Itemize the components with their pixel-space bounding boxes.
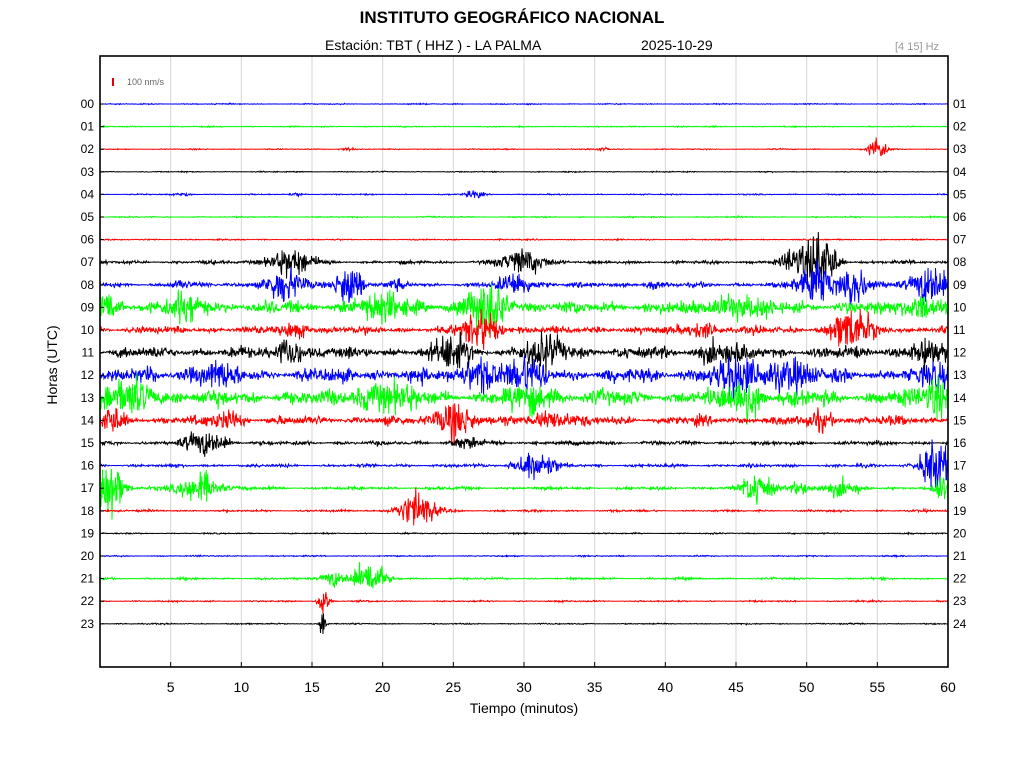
y-tick-label-left: 01 [81,120,95,134]
y-tick-label-right: 20 [953,526,967,540]
y-tick-label-left: 14 [81,413,95,427]
x-tick-label: 15 [304,679,320,695]
y-tick-label-right: 21 [953,549,967,563]
y-tick-label-right: 11 [953,323,966,337]
x-tick-label: 45 [728,679,744,695]
y-tick-label-right: 19 [953,504,967,518]
trace-hour-08 [100,259,948,306]
y-tick-label-left: 18 [81,504,95,518]
x-tick-label: 20 [375,679,391,695]
y-tick-label-left: 03 [81,165,95,179]
scale-bar-label: 100 nm/s [127,77,165,87]
y-tick-label-right: 03 [953,142,967,156]
y-tick-label-right: 23 [953,594,967,608]
x-tick-label: 30 [516,679,532,695]
y-tick-label-left: 00 [81,97,95,111]
trace-hour-13 [100,373,948,425]
y-tick-label-left: 11 [82,346,95,360]
y-tick-label-left: 07 [81,255,95,269]
y-tick-label-left: 21 [81,572,95,586]
trace-hour-02 [100,137,948,157]
trace-hour-12 [100,355,948,401]
y-tick-label-right: 17 [953,459,967,473]
y-tick-label-right: 15 [953,413,967,427]
amplitude-scale: 100 nm/s [112,77,165,87]
x-tick-label: 40 [658,679,674,695]
date-label: 2025-10-29 [641,37,713,53]
y-tick-label-left: 05 [81,210,95,224]
y-tick-label-right: 04 [953,165,967,179]
trace-hour-07 [100,232,948,291]
trace-hour-21 [100,562,948,589]
y-tick-label-left: 13 [81,391,95,405]
y-tick-label-right: 10 [953,300,967,314]
trace-hour-15 [100,431,948,457]
y-tick-label-right: 12 [953,346,967,360]
y-tick-label-left: 06 [81,233,95,247]
trace-hour-19 [100,531,948,536]
trace-hour-03 [100,170,948,174]
y-tick-label-right: 09 [953,278,967,292]
y-tick-label-left: 16 [81,459,95,473]
frequency-band-label: [4 15] Hz [895,41,940,53]
y-tick-label-right: 05 [953,187,967,201]
y-tick-label-right: 18 [953,481,967,495]
trace-hour-05 [100,214,948,220]
y-tick-label-left: 09 [81,300,95,314]
chart-title: INSTITUTO GEOGRÁFICO NACIONAL [359,8,665,27]
y-tick-label-right: 22 [953,572,967,586]
x-tick-label: 35 [587,679,603,695]
y-tick-labels: 00 01 02 03 04 05 06 07 08 09 10 11 12 13 14 15 16 17 18 19… [81,97,967,631]
y-tick-label-left: 02 [81,142,95,156]
y-tick-label-right: 13 [953,368,967,382]
y-axis-label: Horas (UTC) [44,325,60,405]
y-tick-label-left: 15 [81,436,95,450]
trace-hour-00 [100,101,948,106]
trace-hour-06 [100,237,948,242]
trace-hour-22 [100,592,948,614]
y-tick-label-right: 16 [953,436,967,450]
x-tick-label: 10 [234,679,250,695]
trace-hour-17 [100,468,948,520]
x-tick-label: 5 [167,679,175,695]
trace-hour-11 [100,330,948,376]
y-tick-label-right: 02 [953,120,967,134]
trace-hour-20 [100,554,948,559]
trace-hour-16 [100,439,948,491]
x-tick-label: 60 [940,679,956,695]
trace-hour-14 [100,403,948,446]
station-label: Estación: TBT ( HHZ ) - LA PALMA [325,37,542,53]
x-tick-label: 25 [446,679,462,695]
traces [100,101,948,635]
x-axis-label: Tiempo (minutos) [469,700,579,716]
y-tick-label-left: 08 [81,278,95,292]
y-tick-label-left: 04 [81,187,95,201]
trace-hour-23 [100,613,948,635]
y-tick-label-right: 24 [953,617,967,631]
y-tick-label-right: 06 [953,210,967,224]
y-tick-label-right: 07 [953,233,967,247]
y-tick-label-left: 10 [81,323,95,337]
y-tick-label-left: 12 [81,368,95,382]
y-tick-label-left: 20 [81,549,95,563]
y-tick-label-left: 22 [81,594,95,608]
trace-hour-18 [100,487,948,526]
x-tick-label: 55 [870,679,886,695]
x-tick-labels: 5 10 15 20 25 30 35 40 45 50 55 60 [167,662,956,695]
trace-hour-01 [100,124,948,129]
x-tick-label: 50 [799,679,815,695]
y-tick-label-left: 19 [81,526,95,540]
y-tick-label-right: 01 [953,97,967,111]
trace-hour-10 [100,309,948,350]
y-tick-label-right: 08 [953,255,967,269]
trace-hour-09 [100,282,948,336]
y-tick-label-left: 23 [81,617,95,631]
trace-hour-04 [100,190,948,199]
y-tick-label-right: 14 [953,391,967,405]
y-tick-label-left: 17 [81,481,95,495]
